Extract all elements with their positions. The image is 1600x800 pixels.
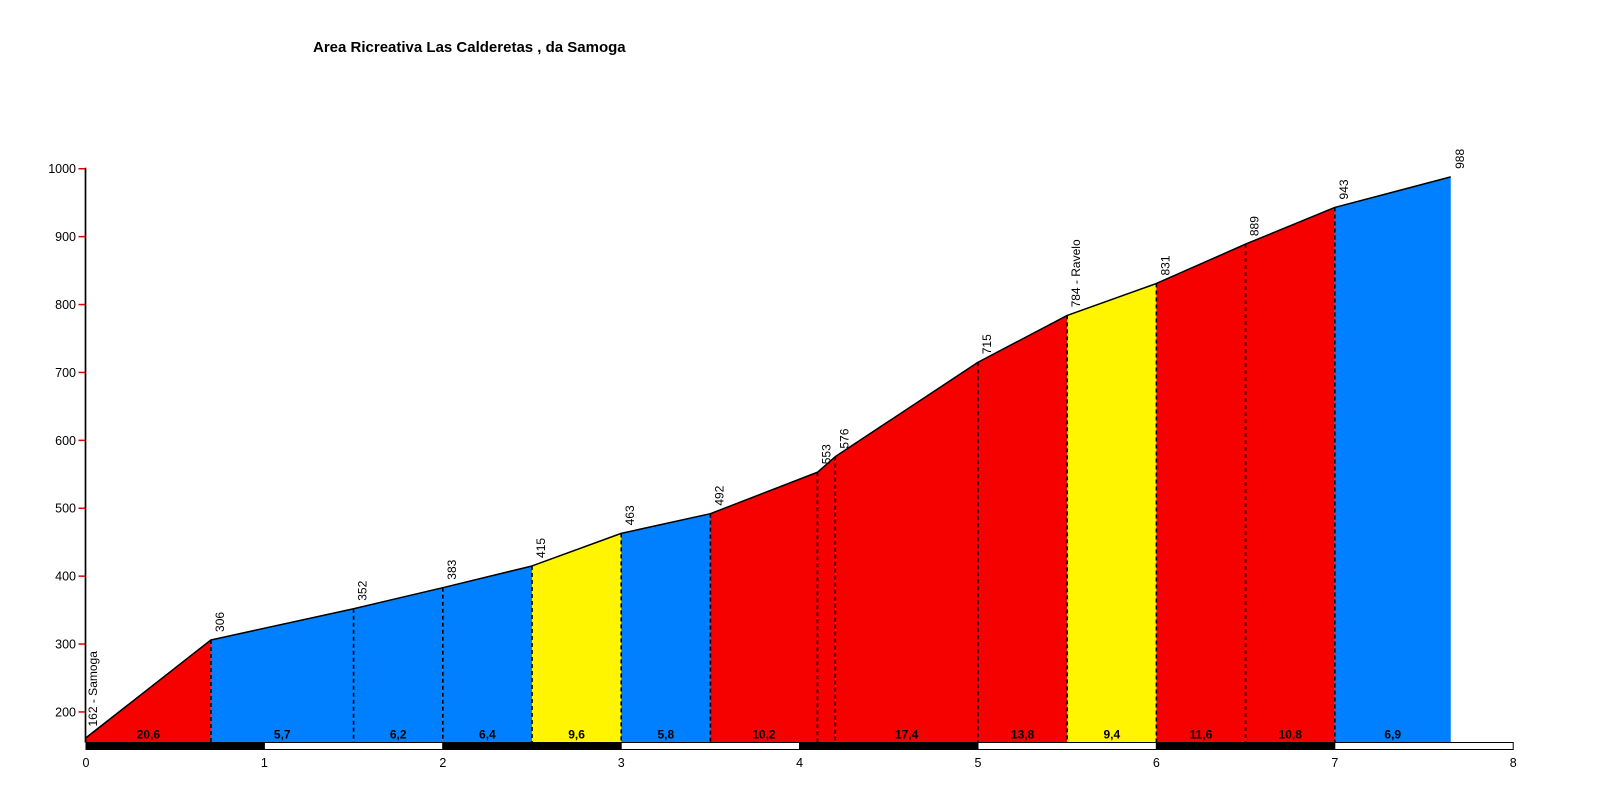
gradient-labels: 20,6 5,7 6,2 6,4 9,6 5,8 10,2 17,4 13,8 9,4 11,6 10… [137,728,1402,742]
gradient-label: 17,4 [895,728,919,742]
segment-fill [1334,176,1451,743]
km-bar-stripe [620,742,801,750]
segment-fill [835,362,978,743]
km-bar-stripe [1155,742,1336,750]
y-tick-label: 200 [55,705,76,719]
elevation-label: 831 [1158,255,1172,275]
x-tick-label: 1 [261,756,268,770]
chart-title: Area Ricreativa Las Calderetas , da Samo… [313,39,626,56]
gradient-label: 6,2 [390,728,407,742]
elevation-label: 492 [712,485,726,505]
y-axis: 200 300 400 500 600 700 800 900 1000 [48,162,87,743]
y-tick-label: 800 [55,298,76,312]
segment-fill [442,565,532,743]
elevation-label: 784 - Ravelo [1069,239,1083,307]
segment-fill [1067,283,1157,743]
segment-fill [1245,207,1335,743]
x-tick-label: 5 [975,756,982,770]
elevation-label: 383 [445,559,459,579]
gradient-label: 6,4 [479,728,496,742]
km-scale-bar [85,742,1514,750]
km-bar-stripe [442,742,622,750]
elevation-label: 576 [837,428,851,448]
gradient-label: 9,6 [568,728,585,742]
gradient-label: 10,2 [752,728,776,742]
y-tick-label: 300 [55,638,76,652]
y-tick-label: 500 [55,502,76,516]
gradient-label: 5,7 [274,728,291,742]
km-bar-stripe [799,742,979,750]
km-bar-stripe [1334,742,1514,750]
segment-fill [621,513,711,743]
segment-fill [1156,244,1246,743]
km-bar-stripe [85,742,265,750]
y-tick-label: 1000 [48,162,76,176]
km-bar-stripe [263,742,444,750]
gradient-label: 11,6 [1190,728,1213,742]
elevation-label: 553 [819,444,833,464]
segment-fill [532,533,622,743]
elevation-label: 306 [213,612,227,632]
elevation-label: 415 [534,538,548,558]
x-axis: 0 1 2 3 4 5 6 7 8 [83,756,1517,770]
gradient-label: 6,9 [1384,728,1401,742]
elevation-label: 715 [980,334,994,354]
segment-boundaries [210,207,1336,743]
y-tick-label: 400 [55,570,76,584]
elevation-label: 162 - Samoga [86,651,100,727]
elevation-label: 889 [1248,216,1262,236]
profile-outline [85,176,1451,739]
y-tick-label: 900 [55,230,76,244]
x-tick-label: 4 [796,756,803,770]
segment-fill [710,472,818,743]
elevation-label: 988 [1453,149,1467,169]
y-tick-label: 600 [55,434,76,448]
km-bar-stripe [977,742,1157,750]
x-tick-label: 6 [1153,756,1160,770]
x-tick-label: 2 [439,756,446,770]
segment-fill [978,315,1068,743]
elevation-label: 463 [623,505,637,525]
gradient-label: 9,4 [1103,728,1120,742]
elevation-label: 352 [356,580,370,600]
x-tick-label: 7 [1331,756,1338,770]
segment-fill [817,456,836,743]
x-tick-label: 8 [1510,756,1517,770]
segment-fill [210,608,354,743]
elevation-label: 943 [1337,179,1351,199]
gradient-label: 20,6 [137,728,161,742]
gradient-label: 10,8 [1279,728,1303,742]
x-tick-label: 0 [83,756,90,770]
segment-fill [86,639,211,743]
elevation-labels: 162 - Samoga 306 352 383 415 463 492 553 576 715 7… [86,149,1467,727]
x-tick-label: 3 [618,756,625,770]
segment-fill [353,587,443,743]
y-tick-label: 700 [55,366,76,380]
segments [86,176,1451,743]
gradient-label: 13,8 [1011,728,1035,742]
gradient-label: 5,8 [657,728,674,742]
